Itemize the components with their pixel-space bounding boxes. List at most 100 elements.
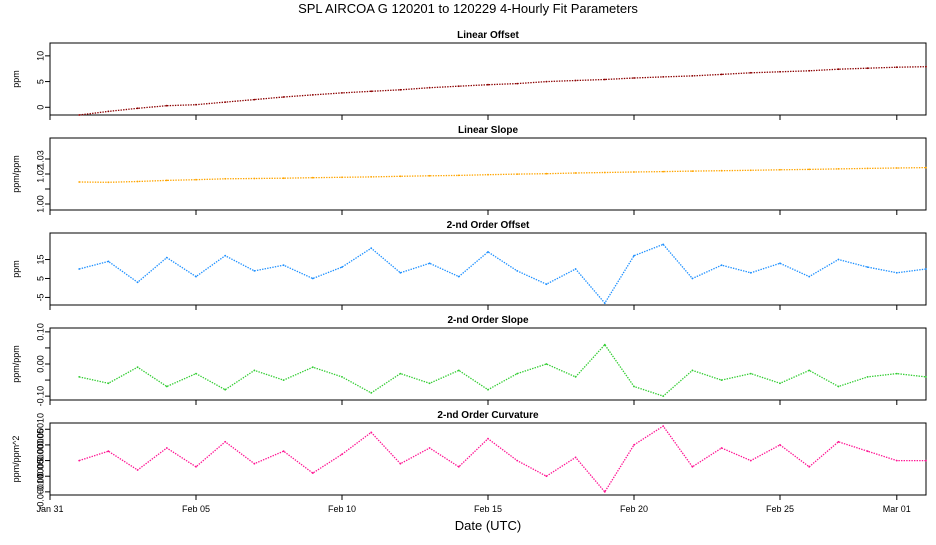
- panel-2: 2-nd Order Offset ppm -5 5 15: [11, 220, 927, 310]
- y-tick-label: 0.10: [35, 323, 45, 341]
- data-point: [545, 80, 548, 83]
- data-point: [516, 173, 519, 176]
- data-point: [370, 176, 373, 178]
- data-point: [282, 264, 285, 267]
- data-point: [136, 107, 139, 110]
- panel-title: Linear Slope: [458, 125, 518, 136]
- data-point: [866, 67, 869, 70]
- x-tick-label: Jan 31: [36, 504, 63, 514]
- x-axis-label: Date (UTC): [454, 518, 522, 533]
- panel-3: 2-nd Order Slope ppm/ppm -0.10 0.00 0.10: [11, 315, 927, 406]
- panel-frame: [49, 422, 927, 496]
- data-point: [428, 447, 431, 449]
- data-point: [691, 170, 694, 173]
- data-point: [516, 270, 519, 272]
- data-point: [895, 167, 898, 169]
- data-point: [662, 425, 665, 427]
- data-point: [457, 174, 460, 177]
- y-tick-label: 5: [35, 276, 45, 281]
- data-point: [370, 431, 373, 434]
- data-point: [545, 363, 548, 365]
- data-point: [866, 450, 869, 453]
- data-point: [720, 264, 723, 267]
- data-point: [341, 92, 343, 94]
- data-point: [749, 271, 752, 274]
- data-point: [107, 181, 110, 184]
- y-tick-label: 0: [35, 105, 45, 110]
- data-point: [136, 469, 139, 471]
- data-point: [866, 266, 869, 268]
- data-point: [399, 462, 402, 465]
- data-point: [603, 491, 606, 493]
- panel-title: 2-nd Order Offset: [447, 220, 530, 231]
- data-point: [925, 376, 927, 378]
- data-point: [457, 275, 460, 278]
- data-point: [195, 178, 197, 181]
- data-point: [253, 462, 256, 465]
- data-point: [633, 254, 635, 257]
- data-point: [925, 268, 927, 270]
- data-point: [195, 275, 197, 278]
- data-point: [895, 271, 898, 274]
- y-axis-label: ppm/ppm: [11, 345, 21, 383]
- data-point: [837, 385, 840, 388]
- x-tick-label: Feb 25: [766, 504, 794, 514]
- data-point: [633, 171, 635, 173]
- data-point: [487, 251, 489, 253]
- data-point: [720, 73, 723, 76]
- data-point: [399, 271, 402, 274]
- data-point: [195, 103, 197, 106]
- data-point: [720, 379, 723, 381]
- panel-title: 2-nd Order Curvature: [437, 410, 539, 421]
- data-point: [603, 171, 606, 174]
- data-point: [633, 385, 635, 388]
- data-point: [837, 168, 840, 170]
- series-line: [79, 66, 927, 116]
- data-point: [925, 166, 927, 169]
- data-point: [837, 68, 840, 71]
- data-point: [895, 372, 898, 375]
- data-point: [779, 444, 781, 446]
- y-tick-label: 1.00: [35, 195, 45, 213]
- data-point: [895, 459, 898, 462]
- data-point: [165, 447, 168, 449]
- y-tick-label: 0.00005: [35, 429, 45, 462]
- data-point: [749, 459, 752, 462]
- data-point: [253, 369, 256, 372]
- data-point: [136, 366, 139, 369]
- panel-4: 2-nd Order Curvature ppm/ppm^2 -0.00010-0.…: [11, 410, 927, 510]
- data-point: [78, 181, 81, 183]
- data-point: [224, 101, 227, 103]
- y-tick-label: 5: [35, 79, 45, 84]
- x-tick-label: Mar 01: [883, 504, 911, 514]
- data-point: [574, 376, 577, 378]
- data-point: [370, 247, 373, 250]
- data-point: [224, 177, 227, 180]
- y-tick-label: -0.00005: [35, 458, 45, 494]
- data-point: [895, 66, 898, 69]
- data-point: [370, 90, 373, 93]
- data-point: [282, 96, 285, 98]
- data-point: [341, 453, 343, 456]
- panel-title: 2-nd Order Slope: [447, 315, 529, 326]
- data-point: [925, 65, 927, 68]
- y-tick-label: -0.00010: [35, 474, 45, 510]
- data-point: [808, 275, 811, 278]
- data-point: [574, 79, 577, 82]
- data-point: [457, 85, 460, 88]
- data-point: [253, 177, 256, 180]
- data-point: [311, 366, 314, 369]
- data-point: [779, 382, 781, 385]
- y-tick-label: 1.03: [35, 150, 45, 168]
- data-point: [545, 283, 548, 286]
- y-axis-label: ppm/ppm: [11, 155, 21, 193]
- data-point: [545, 475, 548, 478]
- data-point: [749, 169, 752, 172]
- data-point: [662, 170, 665, 173]
- y-axis-label: ppm: [11, 260, 21, 278]
- y-tick-label: 0.00000: [35, 444, 45, 477]
- data-point: [808, 168, 811, 171]
- series-line: [79, 243, 927, 305]
